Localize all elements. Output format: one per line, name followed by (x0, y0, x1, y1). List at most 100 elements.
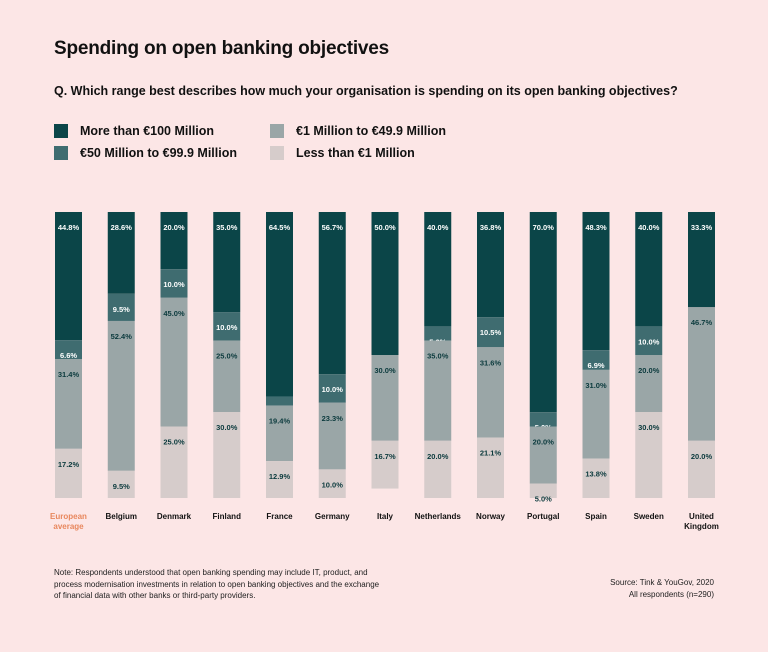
data-label: 9.5% (113, 482, 130, 491)
data-label: 10.5% (480, 328, 502, 337)
category-label-belgium: Belgium (105, 512, 137, 521)
data-label: 64.5% (269, 223, 291, 232)
respondents-text: All respondents (n=290) (628, 589, 714, 599)
data-label: 50.0% (374, 223, 396, 232)
legend-swatch (270, 124, 284, 138)
legend-label: €50 Million to €99.9 Million (80, 146, 237, 160)
bar-segment-france-s3 (266, 461, 293, 498)
bar-segment-sweden-s2 (635, 355, 663, 413)
data-label: 35.0% (427, 352, 449, 361)
data-label: 30.0% (638, 423, 660, 432)
category-label-sweden: Sweden (634, 512, 664, 521)
data-label: 19.4% (269, 417, 291, 426)
bar-segment-united-kingdom-s3 (688, 440, 715, 498)
data-label: 44.8% (58, 223, 80, 232)
bar-segment-spain-s0 (582, 212, 610, 351)
data-label: 30.0% (374, 366, 396, 375)
data-label: 21.1% (480, 449, 502, 458)
data-label: 10.0% (638, 337, 660, 346)
data-label: 40.0% (638, 223, 660, 232)
data-label: 40.0% (427, 223, 449, 232)
legend-item-1m-to-49m: €1 Million to €49.9 Million (270, 124, 446, 138)
data-label: 20.0% (638, 366, 660, 375)
bar-segment-belgium-s2 (107, 320, 135, 471)
data-label: 31.4% (58, 370, 80, 379)
bar-segment-italy-s0 (371, 212, 399, 355)
bar-segment-spain-s1 (582, 350, 610, 370)
bar-segment-portugal-s2 (529, 426, 557, 484)
category-label-norway: Norway (476, 512, 505, 521)
bar-segment-germany-s2 (318, 402, 346, 470)
data-label: 9.5% (113, 305, 130, 314)
data-label: 6.9% (587, 361, 604, 370)
data-label: 12.9% (269, 472, 291, 481)
bar-segment-sweden-s1 (635, 326, 663, 355)
bar-segment-portugal-s0 (529, 212, 557, 413)
category-label-finland: Finland (213, 512, 242, 521)
legend-swatch (270, 146, 284, 160)
data-label: 16.7% (374, 452, 396, 461)
bar-segment-italy-s3 (371, 440, 399, 489)
data-label: 20.0% (691, 452, 713, 461)
category-label-germany: Germany (315, 512, 350, 521)
data-label: 10.0% (216, 323, 238, 332)
bar-segment-sweden-s3 (635, 412, 663, 498)
source-block: Source: Tink & YouGov, 2020 All responde… (610, 577, 714, 600)
bar-segment-netherlands-s3 (424, 440, 452, 498)
data-label: 48.3% (585, 223, 607, 232)
data-label: 13.8% (585, 470, 607, 479)
data-label: 20.0% (163, 223, 185, 232)
data-label: 46.7% (691, 318, 713, 327)
legend-swatch (54, 124, 68, 138)
data-label: 70.0% (533, 223, 555, 232)
bar-segment-european-average-s1 (55, 340, 82, 360)
bar-segment-united-kingdom-s0 (688, 212, 715, 308)
data-label: 17.2% (58, 460, 80, 469)
bar-segment-netherlands-s0 (424, 212, 452, 327)
bar-segment-italy-s2 (371, 355, 399, 441)
footnote: Note: Respondents understood that open b… (54, 568, 380, 600)
chart-title: Spending on open banking objectives (54, 38, 390, 59)
bar-segment-spain-s3 (582, 458, 610, 498)
bar-segment-norway-s1 (477, 317, 504, 348)
data-label: 20.0% (533, 438, 555, 447)
data-label: 25.0% (216, 352, 238, 361)
data-label: 52.4% (111, 332, 133, 341)
bar-segment-finland-s3 (213, 412, 241, 498)
bar-segment-germany-s3 (318, 469, 346, 498)
bar-segment-finland-s0 (213, 212, 241, 313)
bar-segment-norway-s0 (477, 212, 504, 318)
category-label-european-average: European average (50, 512, 87, 531)
bar-segment-united-kingdom-s2 (688, 307, 715, 441)
data-label: 25.0% (163, 438, 185, 447)
legend-item-more-than-100m: More than €100 Million (54, 124, 214, 138)
bar-segment-norway-s3 (477, 437, 504, 498)
legend-label: More than €100 Million (80, 124, 215, 138)
data-label: 45.0% (163, 309, 185, 318)
bar-segment-germany-s0 (318, 212, 346, 375)
bar-segment-finland-s2 (213, 340, 241, 413)
data-label: 5.0% (535, 495, 552, 504)
data-label: 20.0% (427, 452, 449, 461)
data-label: 35.0% (216, 223, 238, 232)
bar-segment-belgium-s0 (107, 212, 135, 294)
bar-segment-norway-s2 (477, 347, 504, 438)
bar-segment-portugal-s1 (529, 412, 557, 427)
bar-segment-denmark-s2 (160, 297, 188, 427)
bar-segment-spain-s2 (582, 369, 610, 459)
bar-segment-belgium-s3 (107, 470, 135, 498)
data-label: 10.0% (163, 280, 185, 289)
category-label-france: France (266, 512, 293, 521)
survey-question: Q. Which range best describes how much y… (54, 84, 678, 98)
data-label: 33.3% (691, 223, 713, 232)
bar-segment-sweden-s0 (635, 212, 663, 327)
legend-swatch (54, 146, 68, 160)
category-label-italy: Italy (377, 512, 394, 521)
legend-label: Less than €1 Million (296, 146, 415, 160)
bar-segment-denmark-s0 (160, 212, 188, 270)
data-label: 31.6% (480, 358, 502, 367)
bar-segment-portugal-s3 (529, 483, 557, 498)
stacked-bar-chart: 44.8% 6.6% 31.4% 17.2% European average 28.6% 9… (50, 212, 719, 531)
bar-segment-european-average-s3 (55, 448, 82, 498)
category-label-netherlands: Netherlands (415, 512, 462, 521)
